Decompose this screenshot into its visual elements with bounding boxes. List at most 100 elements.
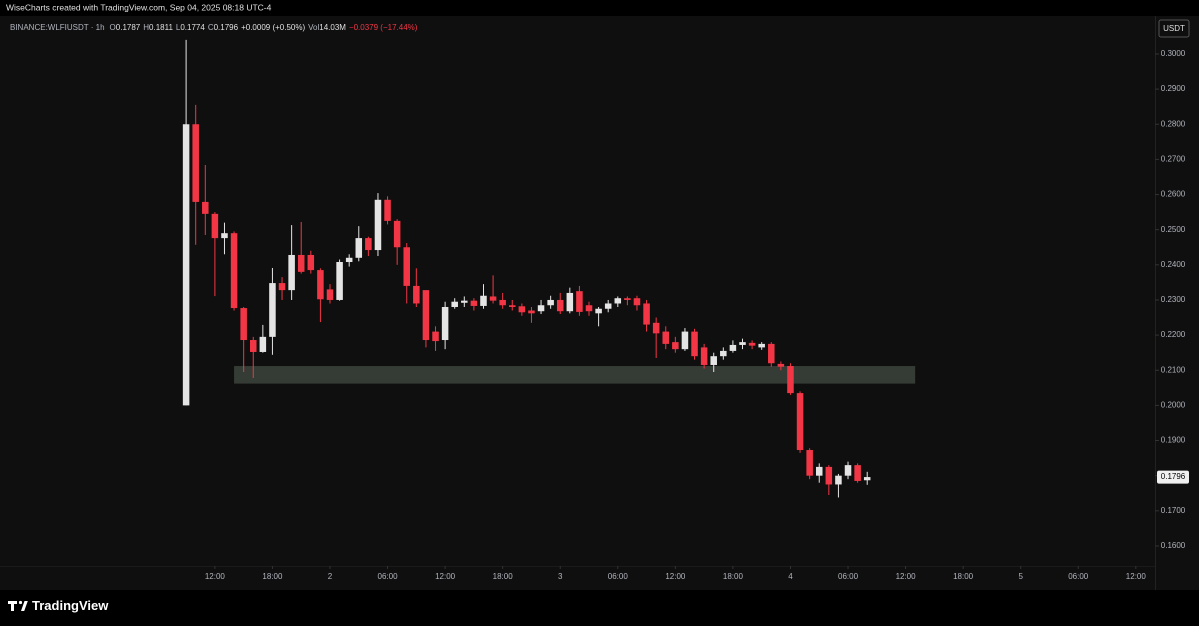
legend-item: 0.1796 (214, 23, 239, 32)
legend-item: 14.03M (319, 23, 346, 32)
x-tick-label: 12:00 (205, 572, 226, 581)
x-tick-label: 06:00 (1068, 572, 1089, 581)
legend-item: +0.0009 (+0.50%) (241, 23, 305, 32)
candle-body (835, 475, 842, 485)
legend-item: L (176, 23, 181, 32)
candle-body (796, 393, 804, 451)
currency-box (1158, 19, 1190, 38)
candle-body (403, 247, 411, 286)
last-price-box (1157, 470, 1189, 484)
legend-item: Vol (308, 23, 319, 32)
candle-body (662, 331, 670, 344)
legend-line: BINANCE:WLFIUSDT · 1h O0.1787 H0.1811 L0.17… (10, 23, 418, 32)
candle-body (259, 336, 267, 352)
legend-item: C (208, 23, 214, 32)
candle-body (672, 342, 679, 350)
candle-body (739, 342, 746, 345)
x-tick-label: 3 (558, 572, 563, 581)
candle-body (336, 262, 343, 300)
chart-panel (0, 16, 1199, 590)
candle-body (863, 477, 871, 481)
candle-body (182, 124, 190, 406)
candle-body (355, 238, 363, 258)
candle-body (384, 199, 391, 221)
candle-body (192, 124, 199, 202)
candle-body (729, 344, 737, 351)
y-tick-label: 0.2800 (1161, 119, 1186, 128)
candle-body (537, 305, 545, 312)
candle-body (432, 331, 439, 342)
candle-body (345, 257, 353, 263)
candle-body (221, 233, 228, 239)
candle-body (317, 270, 324, 300)
candle-body (854, 465, 861, 481)
candle-body (844, 465, 852, 476)
y-tick-label: 0.2700 (1161, 154, 1186, 163)
candle-body (269, 283, 276, 337)
candle-body (758, 343, 765, 348)
candle-body (211, 213, 219, 239)
candle-body (633, 298, 641, 306)
candle-body (815, 466, 823, 476)
legend-item: BINANCE:WLFIUSDT · 1h (10, 23, 105, 32)
candle-body (643, 303, 650, 325)
zone (234, 366, 916, 384)
candle-body (595, 308, 602, 314)
x-tick-label: 06:00 (378, 572, 399, 581)
candle-body (768, 343, 775, 364)
candle-body (413, 285, 420, 304)
y-tick-label: 0.2200 (1161, 330, 1186, 339)
brand-logo (8, 601, 17, 611)
brand-text: TradingView (32, 598, 109, 613)
x-tick-label: 18:00 (262, 572, 283, 581)
candle-body (681, 331, 689, 350)
candle-body (787, 366, 794, 394)
candle-body (499, 299, 506, 306)
candle-body (365, 238, 372, 251)
brand-logo (21, 601, 28, 611)
x-tick-label: 12:00 (896, 572, 917, 581)
candle-body (604, 303, 612, 309)
x-tick-label: 18:00 (493, 572, 514, 581)
candle-body (518, 306, 526, 313)
candle-body (374, 199, 382, 251)
y-tick-label: 0.2900 (1161, 84, 1186, 93)
candle-body (547, 299, 554, 306)
x-tick-label: 5 (1018, 572, 1023, 581)
candle-body (528, 310, 535, 314)
candle-body (297, 254, 305, 272)
x-tick-label: 12:00 (1126, 572, 1147, 581)
candle-body (806, 450, 813, 476)
candle-body (461, 300, 468, 303)
candle-body (278, 283, 286, 291)
candle-body (624, 298, 631, 300)
candle-body (451, 301, 458, 307)
candle-body (489, 296, 497, 301)
candle-body (509, 305, 516, 307)
y-tick-label: 0.2600 (1161, 190, 1186, 199)
brand: TradingView (8, 598, 109, 613)
legend-item: 0.1787 (116, 23, 141, 32)
y-tick-label: 0.2300 (1161, 295, 1186, 304)
legend-item: 0.1774 (180, 23, 205, 32)
candle-body (288, 254, 295, 291)
candle-body (202, 201, 209, 214)
y-tick-label: 0.2000 (1161, 401, 1186, 410)
candle-body (585, 305, 593, 312)
y-tick-label: 0.2100 (1161, 365, 1186, 374)
candle-body (720, 350, 727, 357)
candle-body (748, 342, 756, 346)
y-tick-label: 0.2400 (1161, 260, 1186, 269)
y-tick-label: 0.1900 (1161, 436, 1186, 445)
candle-body (652, 322, 660, 334)
candle-body (422, 290, 430, 341)
brand-logo (18, 600, 23, 605)
x-tick-label: 12:00 (435, 572, 456, 581)
last-price-label: 0.1796 (1161, 472, 1186, 481)
x-tick-label: 12:00 (665, 572, 686, 581)
candle-body (230, 233, 238, 309)
candle-body (307, 254, 315, 271)
currency-label: USDT (1163, 24, 1185, 33)
